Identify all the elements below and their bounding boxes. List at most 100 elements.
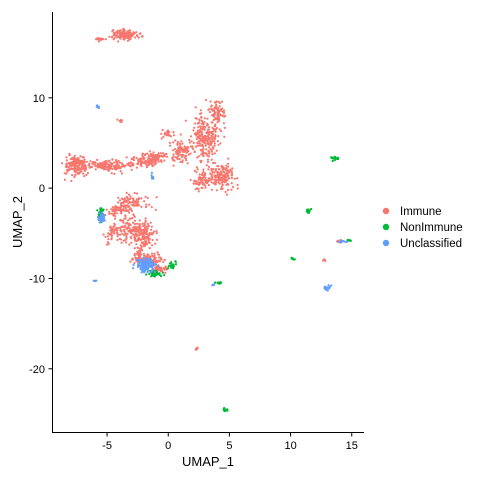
data-point bbox=[215, 100, 218, 103]
data-point bbox=[207, 184, 210, 187]
data-point bbox=[144, 195, 147, 198]
data-point bbox=[117, 201, 120, 204]
data-point bbox=[172, 131, 175, 134]
data-point bbox=[194, 106, 197, 109]
data-point bbox=[110, 208, 113, 211]
data-point bbox=[146, 266, 149, 269]
data-point bbox=[214, 123, 217, 126]
data-point bbox=[176, 143, 179, 146]
data-point bbox=[159, 258, 162, 261]
cluster-immune-18 bbox=[129, 247, 145, 265]
data-point bbox=[108, 212, 111, 215]
data-point bbox=[123, 228, 126, 231]
data-point bbox=[81, 159, 84, 162]
data-point bbox=[201, 172, 204, 175]
data-point bbox=[204, 144, 207, 147]
data-point bbox=[147, 154, 151, 157]
data-point bbox=[334, 156, 337, 159]
data-point bbox=[120, 241, 123, 244]
data-point bbox=[218, 128, 221, 131]
data-point bbox=[215, 117, 218, 120]
data-point bbox=[197, 140, 200, 143]
data-point bbox=[97, 164, 100, 168]
data-point bbox=[133, 230, 136, 233]
data-point bbox=[176, 140, 179, 144]
data-point bbox=[141, 155, 144, 158]
data-point bbox=[217, 135, 220, 138]
data-point bbox=[79, 162, 82, 165]
cluster-immune-6 bbox=[144, 150, 175, 163]
data-point bbox=[113, 161, 116, 164]
data-point bbox=[198, 176, 201, 179]
data-point bbox=[125, 204, 129, 207]
data-point bbox=[153, 275, 156, 278]
data-point bbox=[123, 36, 126, 40]
data-point bbox=[199, 127, 202, 130]
data-point bbox=[213, 113, 216, 116]
data-point bbox=[214, 281, 217, 284]
data-point bbox=[202, 145, 205, 148]
data-point bbox=[119, 170, 122, 173]
data-point bbox=[139, 244, 142, 247]
data-point bbox=[222, 122, 225, 125]
data-point bbox=[130, 168, 133, 171]
data-point bbox=[128, 38, 131, 41]
data-point bbox=[136, 265, 140, 268]
data-point bbox=[152, 230, 156, 233]
data-point bbox=[151, 244, 154, 247]
data-point bbox=[83, 175, 86, 178]
data-point bbox=[155, 230, 158, 233]
data-point bbox=[121, 232, 124, 235]
data-point bbox=[189, 152, 192, 155]
data-point bbox=[163, 268, 166, 271]
data-point bbox=[140, 197, 143, 200]
data-point bbox=[198, 183, 201, 186]
data-point bbox=[151, 175, 155, 178]
data-point bbox=[196, 156, 199, 159]
x-tick-label: 5 bbox=[226, 440, 232, 452]
data-point bbox=[227, 162, 230, 165]
data-point bbox=[199, 109, 202, 112]
data-point bbox=[79, 155, 82, 158]
data-point bbox=[136, 238, 139, 241]
data-point bbox=[138, 157, 141, 161]
data-point bbox=[219, 113, 222, 116]
data-point bbox=[144, 162, 147, 165]
data-point bbox=[157, 155, 160, 158]
data-point bbox=[133, 219, 137, 222]
data-point bbox=[206, 160, 210, 164]
data-point bbox=[189, 178, 192, 181]
legend-key-unclassified bbox=[382, 239, 390, 247]
data-point bbox=[196, 129, 199, 132]
data-point bbox=[236, 187, 239, 190]
data-point bbox=[211, 153, 214, 156]
cluster-unclassified-6 bbox=[338, 239, 349, 244]
data-point bbox=[165, 134, 168, 137]
data-point bbox=[156, 251, 159, 254]
data-point bbox=[148, 203, 151, 206]
data-point bbox=[117, 196, 120, 199]
data-point bbox=[202, 154, 205, 157]
data-point bbox=[113, 217, 117, 220]
data-point bbox=[214, 130, 217, 133]
data-point bbox=[230, 182, 233, 185]
data-point bbox=[109, 161, 112, 164]
data-point bbox=[116, 235, 119, 238]
data-point bbox=[198, 173, 201, 176]
data-point bbox=[139, 261, 142, 264]
data-point bbox=[211, 284, 214, 287]
data-point bbox=[133, 236, 136, 239]
data-point bbox=[214, 106, 217, 109]
data-point bbox=[73, 159, 77, 162]
data-point bbox=[132, 221, 135, 224]
data-point bbox=[221, 165, 224, 169]
data-point bbox=[211, 121, 214, 124]
data-point bbox=[208, 143, 211, 146]
data-point bbox=[188, 141, 191, 144]
data-point bbox=[123, 233, 126, 236]
data-point bbox=[203, 117, 206, 120]
data-point bbox=[136, 222, 139, 225]
data-point bbox=[132, 164, 135, 167]
data-point bbox=[211, 137, 214, 141]
data-point bbox=[206, 122, 209, 125]
